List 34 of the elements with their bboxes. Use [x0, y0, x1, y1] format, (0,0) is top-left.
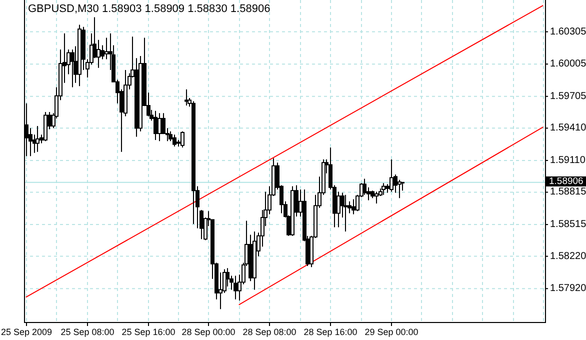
- candlestick: [36, 126, 40, 152]
- candlestick: [96, 39, 100, 68]
- y-tick-label: 1.58515: [550, 219, 586, 230]
- candlestick: [104, 37, 108, 60]
- x-tick-label: 25 Sep 08:00: [60, 327, 114, 337]
- x-tick-label: 25 Sep 2009: [0, 327, 52, 337]
- y-tick-label: 1.57920: [550, 283, 586, 294]
- candlestick: [172, 134, 176, 147]
- y-tick-label: 1.58220: [550, 250, 586, 262]
- x-tick-label: 29 Sep 00:00: [364, 327, 418, 337]
- candlestick: [234, 275, 238, 300]
- y-tick-label: 1.59705: [550, 90, 586, 102]
- y-tick-label: 1.60005: [550, 58, 586, 70]
- chart-title: GBPUSD,M30 1.58903 1.58909 1.58830 1.58906: [28, 3, 270, 15]
- y-tick-label: 1.60305: [550, 26, 586, 38]
- ref-line-label: 1.58906: [549, 176, 584, 187]
- candlestick: [158, 112, 162, 142]
- x-tick-label: 28 Sep 00:00: [182, 327, 236, 337]
- candlestick: [398, 179, 402, 199]
- x-tick-label: 28 Sep 16:00: [304, 327, 358, 337]
- candlestick: [344, 194, 348, 232]
- candlestick: [390, 158, 394, 192]
- candlestick: [336, 191, 340, 228]
- candlestick: [352, 198, 356, 215]
- candlestick: [382, 182, 386, 196]
- candlestick: [154, 110, 158, 140]
- candlestick: [374, 191, 378, 204]
- y-tick-label: 1.58815: [550, 186, 586, 198]
- candlestick: [180, 130, 184, 148]
- y-tick-label: 1.59110: [550, 154, 586, 166]
- x-tick-label: 28 Sep 08:00: [242, 327, 296, 337]
- y-tick-label: 1.59410: [550, 122, 586, 134]
- x-tick-label: 25 Sep 16:00: [122, 327, 176, 337]
- candlestick: [70, 49, 74, 88]
